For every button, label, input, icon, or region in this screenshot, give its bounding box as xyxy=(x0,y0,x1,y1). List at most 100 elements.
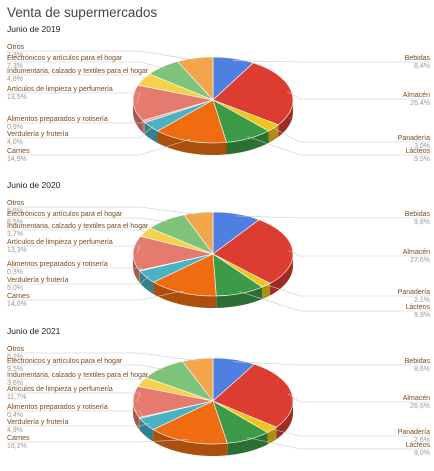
slice-value: 26,4% xyxy=(410,100,430,107)
pie-side-almacen xyxy=(278,101,293,137)
leader-line xyxy=(287,91,430,100)
pie-slice-carnes xyxy=(152,253,217,297)
pie-side-walls xyxy=(133,100,293,155)
pie-side-alimentos-preparados-y-rotiseria xyxy=(139,270,140,284)
leader-line xyxy=(7,92,141,103)
slice-label: Indumentaria, calzado y textiles para el… xyxy=(7,372,149,379)
pie-side-articulos-de-limpieza-y-perfumeria xyxy=(133,401,140,430)
leader-line xyxy=(270,126,430,143)
pie-top xyxy=(132,56,294,144)
slice-label: Almacén xyxy=(403,92,430,99)
slice-label: Artículos de limpieza y perfumería xyxy=(7,239,113,246)
slice-value: 5,9% xyxy=(7,208,23,215)
slice-label: Panadería xyxy=(398,429,430,436)
pie-slice-articulos-de-limpieza-y-perfumeria xyxy=(132,235,214,271)
slice-value: 13,3% xyxy=(7,247,27,254)
slice-label: Indumentaria, calzado y textiles para el… xyxy=(7,68,149,75)
slice-label: Verdulería y frutería xyxy=(7,419,69,426)
leader-line xyxy=(247,437,430,450)
slice-value: 7,3% xyxy=(7,63,23,70)
slice-label: Panadería xyxy=(398,135,430,142)
slice-value: 9,9% xyxy=(414,312,430,319)
pie-side-carnes xyxy=(157,130,227,155)
leader-line xyxy=(7,61,165,69)
pie-slice-articulos-de-limpieza-y-perfumeria xyxy=(132,84,214,121)
pie-slice-otros xyxy=(183,211,214,255)
slice-value: 9,8% xyxy=(414,219,430,226)
leader-line xyxy=(7,364,165,370)
pie-side-carnes xyxy=(153,282,217,308)
pie-side-lacteos xyxy=(216,287,263,308)
leader-line xyxy=(7,245,141,254)
slice-value: 2,1% xyxy=(414,297,430,304)
chart-title: Junio de 2021 xyxy=(7,326,61,336)
slice-label: Electrónicos y artículos para el hogar xyxy=(7,211,123,218)
leader-line xyxy=(7,217,168,223)
slice-label: Lácteos xyxy=(405,148,430,155)
leader-line xyxy=(7,422,150,427)
slice-value: 13,5% xyxy=(7,94,27,101)
slice-value: 8,4% xyxy=(414,63,430,70)
slice-value: 11,7% xyxy=(7,394,26,401)
slice-label: Artículos de limpieza y perfumería xyxy=(7,386,113,393)
pie-slice-almacen xyxy=(212,219,294,284)
leader-line xyxy=(239,291,430,312)
slice-value: 7,3% xyxy=(7,52,23,59)
leader-line xyxy=(232,60,430,63)
slice-label: Verdulería y frutería xyxy=(7,131,69,138)
leader-line xyxy=(7,392,141,402)
slice-value: 4,0% xyxy=(7,139,23,146)
chart-panel-2021: Junio de 2021 Otros 6,2% Electrónicos y ar… xyxy=(0,322,434,471)
slice-label: Verdulería y frutería xyxy=(7,277,69,284)
pie-slice-otros xyxy=(177,56,214,101)
leader-line xyxy=(7,267,144,271)
leader-line xyxy=(235,215,430,219)
slice-value: 9,0% xyxy=(414,450,430,457)
leader-line xyxy=(7,125,155,139)
slice-value: 6,2% xyxy=(7,354,23,361)
slice-label: Carnes xyxy=(7,293,30,300)
pie-top xyxy=(132,357,294,445)
slice-label: Carnes xyxy=(7,148,30,155)
leader-line xyxy=(7,50,196,61)
pie-side-alimentos-preparados-y-rotiseria xyxy=(139,417,140,431)
chart-title: Junio de 2020 xyxy=(7,180,61,190)
leader-line xyxy=(269,428,430,437)
chart-panel-2020: Junio de 2020 Otros 5,9% Electrónicos y ar… xyxy=(0,176,434,321)
leader-line xyxy=(233,361,430,366)
slice-label: Otros xyxy=(7,44,25,51)
slice-label: Panadería xyxy=(398,289,430,296)
leader-line xyxy=(7,138,191,156)
page-title: Venta de supermercados xyxy=(7,5,158,20)
slice-label: Carnes xyxy=(7,435,30,442)
pie-side-almacen xyxy=(270,255,293,296)
slice-value: 3,6% xyxy=(7,380,23,387)
slice-label: Indumentaria, calzado y textiles para el… xyxy=(7,223,149,230)
pie-slice-carnes xyxy=(156,99,227,144)
slice-label: Bebidas xyxy=(405,358,431,365)
slice-value: 9,5% xyxy=(7,366,23,373)
pie-side-articulos-de-limpieza-y-perfumeria xyxy=(133,100,143,133)
pie-side-verduleria-y-fruteria xyxy=(139,418,154,442)
slice-value: 3,7% xyxy=(7,231,23,238)
slice-value: 27,6% xyxy=(410,257,430,264)
leader-line xyxy=(288,250,430,257)
pie-slice-carnes xyxy=(152,400,228,445)
pie-slice-almacen xyxy=(212,363,294,428)
slice-value: 5,0% xyxy=(7,285,23,292)
leader-line xyxy=(7,290,184,301)
pie-slice-almacen xyxy=(212,62,294,126)
pie-side-alimentos-preparados-y-rotiseria xyxy=(142,120,145,135)
slice-label: Bebidas xyxy=(405,211,431,218)
slice-value: 9,5% xyxy=(414,156,430,163)
slice-value: 3,0% xyxy=(414,143,430,150)
leader-line xyxy=(7,120,148,124)
leader-line xyxy=(7,229,149,234)
pie-side-almacen xyxy=(276,402,293,440)
pie-side-walls xyxy=(133,401,293,456)
